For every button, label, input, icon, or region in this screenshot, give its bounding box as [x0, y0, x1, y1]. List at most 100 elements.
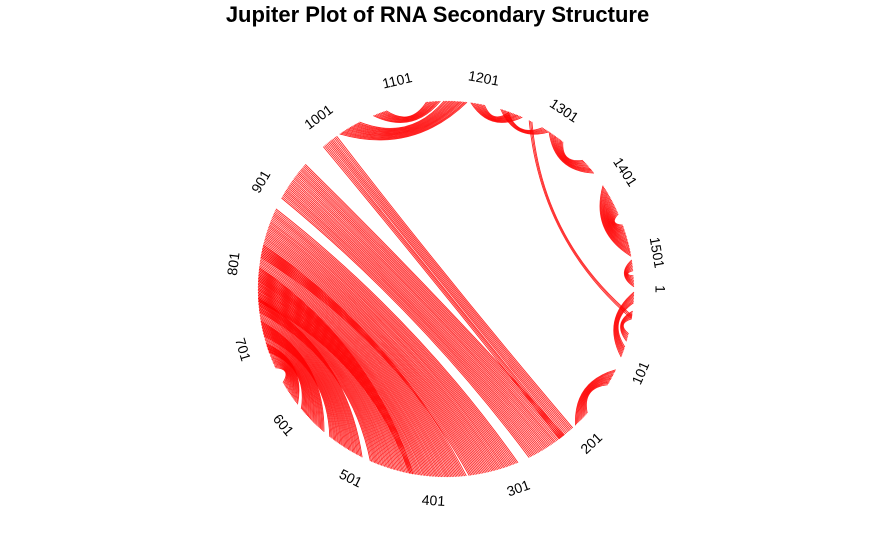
helix-arc [600, 186, 632, 256]
helix-arc [257, 282, 399, 471]
helix-arc [622, 318, 632, 335]
helix-arc [258, 302, 359, 456]
tick-label: 901 [248, 167, 274, 195]
helix-arc [582, 378, 611, 418]
helix-arc [330, 140, 568, 434]
helix-arc [258, 277, 434, 477]
helix-arc [326, 143, 564, 437]
helix-arc [624, 261, 635, 286]
helix-arc [275, 367, 287, 383]
helix-arc [324, 145, 562, 438]
helix-arc [609, 203, 627, 236]
helix-arc [258, 307, 355, 453]
helix-arc [259, 316, 347, 449]
helix-arc [258, 305, 356, 454]
helix-arc [348, 100, 457, 135]
helix-arc [617, 302, 634, 348]
helix-arc [355, 100, 450, 131]
helix-arc [257, 285, 396, 471]
helix-arc [258, 267, 414, 475]
tick-label: 601 [270, 411, 297, 439]
tick-label: 1101 [381, 69, 414, 92]
helix-arc [263, 334, 315, 423]
helix-arc [271, 358, 291, 391]
helix-arc [328, 141, 567, 435]
helix-arc [610, 206, 626, 233]
helix-arc [606, 197, 629, 244]
helix-arc [261, 252, 460, 477]
helix-arc [257, 296, 386, 467]
helix-arc [585, 382, 609, 415]
helix-arc [258, 300, 360, 456]
helix-arc [353, 100, 451, 132]
helix-arc [385, 101, 427, 118]
helix-arc [274, 211, 516, 465]
helix-arc [325, 144, 563, 438]
helix-arc [613, 212, 624, 228]
helix-arc [257, 279, 402, 472]
helix-arc [599, 185, 632, 257]
helix-arc [257, 288, 393, 470]
helix-arc [258, 274, 437, 477]
helix-arc [504, 110, 546, 133]
helix-arc [605, 195, 629, 245]
helix-arc [270, 221, 506, 468]
helix-arc [258, 271, 409, 474]
helix-arc [356, 100, 448, 131]
helix-arc [584, 381, 610, 416]
helix-arc [559, 139, 586, 164]
helix-arc [257, 280, 400, 472]
helix-arc [268, 225, 502, 470]
helix-arc [273, 212, 515, 465]
helix-arc [261, 325, 321, 429]
helix-arc [286, 188, 540, 453]
helix-arc [583, 380, 611, 417]
helix-arc [608, 201, 628, 239]
helix-arc [561, 140, 585, 163]
helix-arc [349, 100, 456, 135]
helix-arc [303, 165, 564, 437]
helix-arc [259, 313, 350, 450]
helix-arc [258, 270, 411, 474]
helix-arc [257, 287, 394, 470]
helix-arc [264, 237, 490, 473]
helix-arc [553, 135, 591, 169]
helix-arc [615, 297, 635, 352]
helix-arc [612, 209, 625, 230]
helix-arc [261, 325, 339, 444]
helix-arc [258, 268, 443, 478]
helix-arc [258, 273, 438, 477]
helix-arc [345, 101, 460, 137]
helix-arc [273, 363, 289, 387]
helix-arc [506, 110, 545, 132]
helix-arc [623, 259, 635, 288]
helix-arc [556, 136, 589, 167]
helix-arc [259, 317, 346, 448]
helix-arc [373, 100, 441, 123]
tick-label: 501 [337, 466, 365, 491]
helix-arc [266, 231, 496, 471]
helix-arc [332, 138, 570, 432]
helix-arc [258, 267, 444, 478]
helix-arc [552, 134, 592, 170]
helix-arc [260, 320, 325, 432]
helix-arc [302, 166, 562, 438]
helix-arc [258, 299, 362, 457]
helix-arc [292, 179, 549, 448]
helix-arc [265, 339, 311, 419]
tick-label: 1001 [301, 101, 336, 133]
helix-arc [259, 264, 447, 478]
helix-arc [331, 139, 569, 433]
helix-arc [304, 163, 565, 436]
helix-arc [359, 100, 445, 129]
helix-arc [294, 177, 551, 446]
helix-arc [260, 319, 344, 447]
helix-arc [611, 207, 625, 232]
helix-arc [339, 101, 468, 141]
helix-arc [601, 187, 631, 254]
helix-arc [262, 246, 466, 477]
helix-arc [258, 310, 352, 452]
helix-arc [261, 253, 458, 477]
helix-arc [274, 365, 288, 385]
helix-arc [293, 178, 550, 447]
